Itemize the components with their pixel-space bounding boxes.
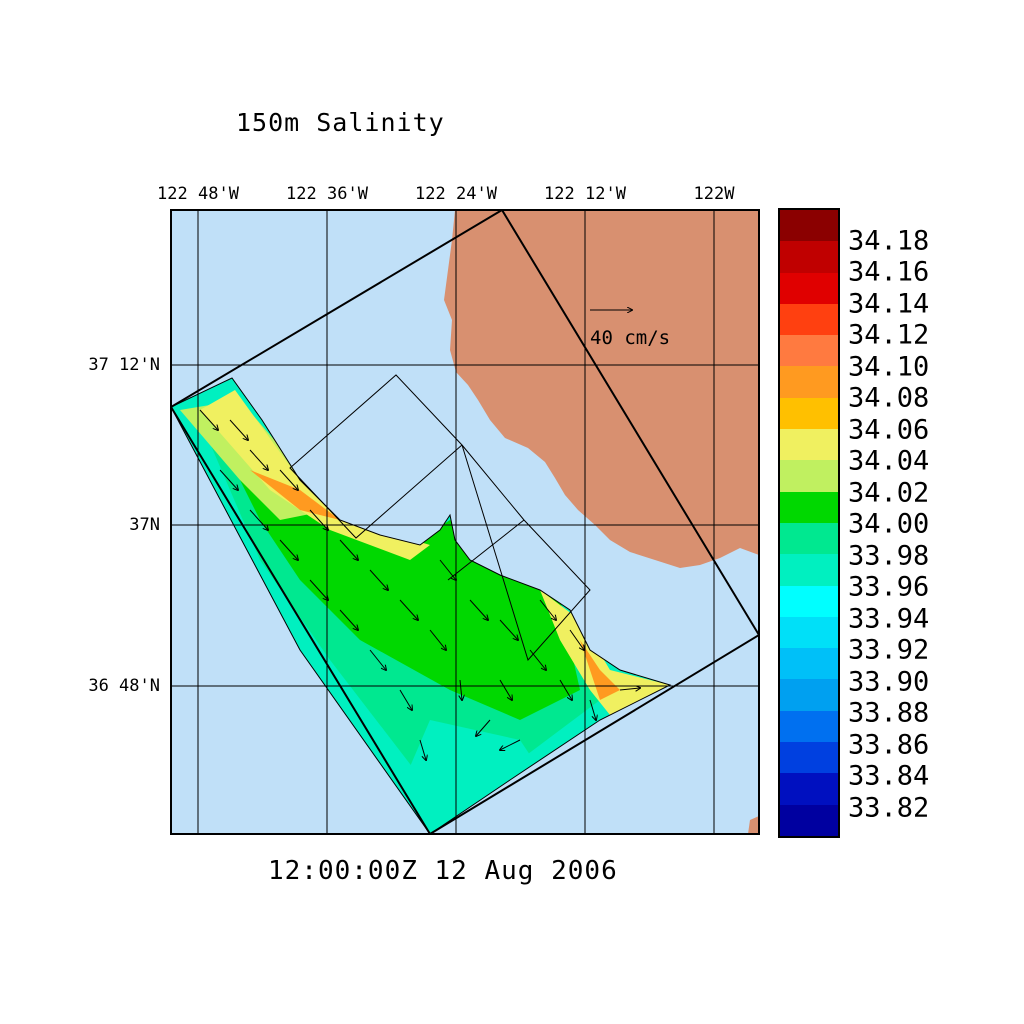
colorbar-band (780, 210, 838, 242)
colorbar-band (780, 554, 838, 586)
colorbar-band (780, 397, 838, 430)
graticule (171, 210, 759, 834)
lat-label-37n: 37N (129, 515, 160, 535)
colorbar-band (780, 491, 838, 523)
lon-label-122w: 122W (693, 184, 735, 204)
colorbar-label: 33.88 (848, 697, 930, 729)
velocity-vectors (199, 409, 640, 760)
colorbar-band (780, 585, 838, 617)
colorbar-band (780, 616, 838, 649)
inner-box-2 (461, 444, 591, 661)
colorbar-band (780, 679, 838, 711)
colorbar-label: 34.14 (848, 288, 930, 319)
map-title: 150m Salinity (236, 108, 445, 137)
colorbar-label: 34.08 (848, 382, 930, 414)
colorbar-label: 33.96 (848, 571, 930, 603)
colorbar-band (780, 773, 838, 805)
colorbar (778, 208, 840, 838)
lon-label-122-48w: 122 48'W (157, 184, 239, 204)
colorbar-label: 33.94 (848, 603, 930, 634)
colorbar-band (780, 429, 838, 461)
colorbar-label: 33.84 (848, 760, 930, 792)
coastline-land (444, 210, 759, 568)
lat-label-36-48n: 36 48'N (88, 676, 160, 696)
colorbar-label: 33.98 (848, 540, 930, 571)
colorbar-label: 34.12 (848, 319, 930, 351)
colorbar-label: 34.02 (848, 477, 930, 508)
colorbar-band (780, 272, 838, 304)
vector-scale-label: 40 cm/s (590, 327, 671, 349)
lon-label-122-12w: 122 12'W (544, 184, 626, 204)
colorbar-band (780, 648, 838, 680)
inner-box-3-edge (447, 519, 525, 581)
colorbar-label: 34.10 (848, 351, 930, 382)
colorbar-label: 33.86 (848, 729, 930, 760)
colorbar-band (780, 742, 838, 774)
colorbar-label: 34.00 (848, 508, 930, 540)
colorbar-label: 34.16 (848, 256, 930, 288)
colorbar-label: 33.92 (848, 634, 930, 666)
colorbar-band (780, 460, 838, 492)
lon-label-122-36w: 122 36'W (286, 184, 368, 204)
plot-frame (170, 209, 760, 835)
colorbar-label: 34.18 (848, 225, 930, 256)
colorbar-band (780, 303, 838, 336)
colorbar-band (780, 804, 838, 836)
outer-grid-boundary (171, 210, 759, 834)
colorbar-band (780, 366, 838, 398)
colorbar-label: 33.90 (848, 666, 930, 697)
colorbar-band (780, 522, 838, 555)
colorbar-band (780, 335, 838, 367)
colorbar-label: 34.06 (848, 414, 930, 445)
colorbar-label: 33.82 (848, 792, 930, 823)
lat-label-37-12n: 37 12'N (88, 355, 160, 375)
land-speck (748, 816, 759, 834)
colorbar-label: 34.04 (848, 445, 930, 477)
colorbar-band (780, 710, 838, 743)
colorbar-band (780, 241, 838, 273)
timestamp: 12:00:00Z 12 Aug 2006 (268, 856, 618, 886)
lon-label-122-24w: 122 24'W (415, 184, 497, 204)
